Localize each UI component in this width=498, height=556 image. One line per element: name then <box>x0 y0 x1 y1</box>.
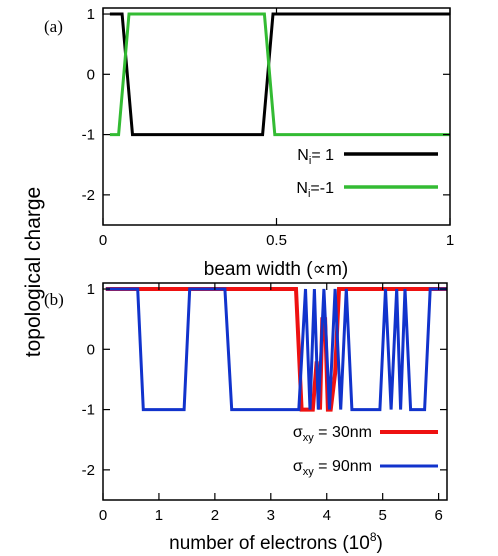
panel-b-y-tick-label: 0 <box>87 341 95 358</box>
panel-b: (b) 0 1 2 3 4 5 6 1 0 -1 -2 number of electrons (1… <box>44 281 448 554</box>
panel-a-x-tick-label: 0.5 <box>266 232 287 249</box>
panel-b-y-tick-label: 1 <box>87 281 95 298</box>
panel-a-y-tick-label: -1 <box>82 127 95 144</box>
y-axis-title: topological charge <box>22 187 45 357</box>
plot-b-area: 0 1 2 3 4 5 6 1 0 -1 -2 <box>82 281 448 524</box>
panel-a-label: (a) <box>44 17 63 36</box>
panel-a: (a) 0 0.5 1 1 0 -1 -2 beam width (∝m) Ni= 1 Ni… <box>44 6 454 280</box>
panel-b-x-tick-label: 1 <box>155 507 163 524</box>
panel-a-legend: Ni= 1 Ni=-1 <box>296 147 438 200</box>
plot-a-area: 0 0.5 1 1 0 -1 -2 <box>82 6 455 249</box>
panel-b-series-2-line <box>105 287 447 412</box>
panel-a-y-tick-label: 0 <box>87 66 95 83</box>
legend-b-entry-2-label: σxy = 90nm <box>293 458 372 478</box>
panel-b-frame <box>102 282 448 501</box>
panel-b-label: (b) <box>44 290 64 309</box>
panel-b-x-tick-label: 6 <box>434 507 442 524</box>
panel-b-y-tick-label: -1 <box>82 402 95 419</box>
legend-a-entry-1-label: Ni= 1 <box>297 147 334 167</box>
panel-b-x-tick-label: 0 <box>99 507 107 524</box>
panel-b-x-tick-label: 5 <box>379 507 387 524</box>
panel-b-legend: σxy = 30nm σxy = 90nm <box>293 424 438 478</box>
panel-b-x-tick-label: 4 <box>323 507 331 524</box>
panel-a-frame <box>102 7 451 226</box>
panel-b-x-tick-label: 2 <box>211 507 219 524</box>
legend-b-entry-1-label: σxy = 30nm <box>293 424 372 444</box>
panel-b-x-axis-title: number of electrons (108) <box>169 530 383 554</box>
panel-a-x-tick-label: 0 <box>99 232 107 249</box>
legend-a-entry-2-label: Ni=-1 <box>296 180 334 200</box>
panel-b-y-tick-label: -2 <box>82 462 95 479</box>
panel-a-series-2-line <box>109 12 450 137</box>
panel-a-y-tick-label: 1 <box>87 6 95 23</box>
panel-a-x-axis-title: beam width (∝m) <box>204 259 349 280</box>
panel-b-x-tick-label: 3 <box>267 507 275 524</box>
panel-a-y-tick-label: -2 <box>82 187 95 204</box>
panel-a-series-1-line <box>109 12 450 137</box>
panel-a-x-tick-label: 1 <box>446 232 454 249</box>
